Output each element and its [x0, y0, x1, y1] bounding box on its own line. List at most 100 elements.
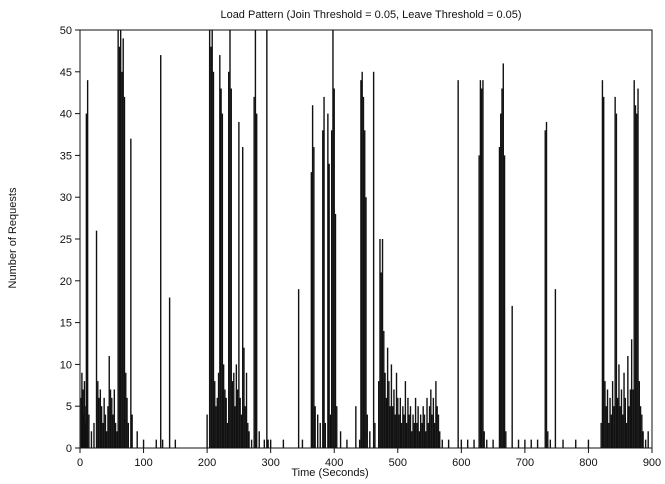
data-bar-203: [587, 439, 590, 448]
data-bar-168: [435, 381, 437, 448]
data-bar-164: [430, 389, 432, 448]
data-bar-229: [632, 389, 634, 448]
data-bar-224: [625, 422, 628, 448]
data-bar-233: [637, 88, 639, 449]
data-bar-192: [517, 439, 520, 448]
data-bar-94: [311, 105, 314, 449]
y-tick-label-8: 40: [60, 109, 72, 121]
data-bar-206: [603, 96, 605, 448]
y-tick-label-0: 0: [66, 443, 72, 455]
data-bar-125: [380, 272, 382, 448]
data-bar-40: [131, 414, 133, 448]
data-bar-25: [111, 397, 113, 448]
data-bar-36: [125, 372, 127, 448]
data-bar-8: [85, 113, 88, 448]
data-bar-149: [411, 431, 413, 448]
data-bar-18: [102, 422, 104, 448]
data-bar-102: [327, 113, 329, 448]
data-bar-51: [211, 30, 213, 448]
x-tick-label-3: 300: [261, 457, 279, 469]
data-bar-160: [425, 431, 427, 448]
data-bar-178: [478, 155, 480, 448]
data-bar-220: [620, 389, 623, 448]
data-bar-217: [616, 397, 619, 448]
data-bar-55: [216, 397, 218, 448]
data-bar-213: [611, 381, 614, 448]
data-bar-142: [402, 406, 404, 448]
x-tick-label-9: 900: [643, 457, 661, 469]
data-bar-120: [369, 431, 371, 448]
data-bar-174: [457, 80, 459, 448]
data-bar-63: [226, 422, 229, 448]
data-bar-211: [609, 397, 611, 448]
data-bar-191: [511, 305, 513, 448]
data-bar-44: [160, 55, 162, 448]
data-bar-183: [486, 439, 488, 448]
data-bar-190: [505, 431, 507, 448]
data-bar-56: [217, 372, 220, 448]
data-bar-42: [142, 439, 145, 448]
data-bar-69: [234, 406, 236, 448]
data-bar-112: [355, 406, 357, 448]
data-bar-52: [212, 71, 215, 449]
data-bar-39: [130, 138, 132, 448]
data-bar-188: [502, 63, 504, 448]
data-bar-13: [95, 230, 98, 448]
data-bar-143: [403, 414, 405, 448]
data-bar-62: [225, 397, 227, 448]
data-bar-71: [236, 389, 239, 448]
data-bar-33: [121, 71, 123, 449]
data-bar-10: [88, 414, 90, 448]
x-tick-label-5: 500: [389, 457, 407, 469]
data-bar-89: [269, 439, 272, 448]
data-bar-104: [329, 414, 332, 448]
data-bar-236: [641, 414, 643, 448]
data-bar-79: [247, 422, 249, 448]
data-bar-134: [391, 406, 394, 448]
data-bar-26: [112, 414, 114, 448]
data-bar-154: [417, 406, 419, 448]
data-bar-49: [208, 30, 211, 448]
data-bar-121: [372, 71, 375, 449]
data-bar-127: [383, 330, 385, 448]
data-bar-141: [400, 422, 403, 448]
data-bar-162: [427, 422, 429, 448]
data-bar-118: [365, 197, 367, 448]
data-bar-145: [405, 422, 408, 448]
data-bar-85: [258, 431, 260, 448]
data-bar-66: [230, 88, 232, 449]
data-bar-205: [601, 80, 604, 448]
data-bar-230: [633, 80, 635, 448]
data-bar-132: [389, 406, 391, 448]
data-bar-198: [547, 431, 549, 448]
data-bar-169: [436, 406, 438, 448]
data-bar-23: [108, 356, 110, 448]
data-bar-74: [240, 414, 243, 448]
data-bar-117: [364, 130, 366, 448]
data-bar-12: [93, 422, 95, 448]
data-bar-193: [524, 439, 526, 448]
x-tick-label-0: 0: [77, 457, 83, 469]
data-bar-150: [412, 414, 414, 448]
data-bar-209: [606, 389, 609, 448]
data-bar-88: [267, 439, 269, 448]
x-axis-label: Time (Seconds): [291, 467, 368, 479]
data-bar-166: [432, 397, 435, 448]
data-bar-47: [174, 439, 177, 448]
x-tick-label-7: 700: [516, 457, 534, 469]
data-bar-91: [297, 289, 300, 448]
data-bar-146: [407, 397, 409, 448]
data-bar-35: [123, 96, 126, 448]
data-bar-81: [250, 439, 253, 448]
data-bar-199: [549, 439, 552, 448]
data-bar-223: [624, 397, 627, 448]
data-bar-180: [480, 88, 483, 449]
data-bar-78: [245, 372, 248, 448]
data-bar-114: [360, 80, 362, 448]
data-bar-179: [479, 80, 482, 448]
data-bar-45: [161, 439, 164, 448]
data-bar-110: [339, 431, 342, 448]
x-tick-label-2: 200: [198, 457, 216, 469]
data-bar-28: [114, 422, 117, 448]
data-bar-177: [473, 439, 475, 448]
